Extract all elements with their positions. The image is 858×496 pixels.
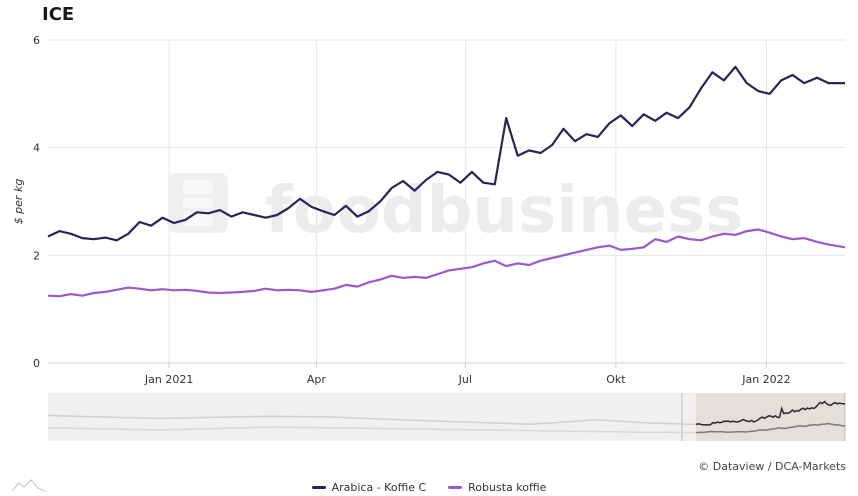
x-tick-label: Jan 2022 bbox=[741, 373, 790, 386]
legend-swatch-robusta bbox=[448, 486, 463, 489]
x-tick-label: Apr bbox=[307, 373, 327, 386]
navigator-series bbox=[47, 400, 846, 434]
navigator-line-arabica-history bbox=[47, 414, 697, 426]
x-tick-label: Jul bbox=[458, 373, 472, 386]
credits-text[interactable]: © Dataview / DCA-Markets bbox=[698, 460, 846, 473]
navigator-line-robusta bbox=[695, 422, 846, 434]
legend-swatch-arabica bbox=[311, 486, 326, 489]
y-tick-label: 6 bbox=[33, 34, 40, 47]
y-tick-label: 2 bbox=[33, 249, 40, 262]
y-axis-ticks: 0 2 4 6 bbox=[33, 34, 40, 370]
chart-title: ICE bbox=[42, 4, 75, 25]
navigator-selected-range[interactable] bbox=[696, 393, 845, 441]
x-tick-label: Jan 2021 bbox=[144, 373, 193, 386]
y-tick-label: 4 bbox=[33, 142, 40, 155]
x-tick-label: Okt bbox=[606, 373, 626, 386]
legend-label-arabica: Arabica - Koffie C bbox=[331, 481, 427, 494]
watermark-logo bbox=[168, 173, 228, 233]
y-axis-label: $ per kg bbox=[12, 179, 25, 225]
navigator-line-arabica bbox=[695, 400, 845, 426]
series-lines bbox=[47, 65, 846, 298]
series-line-arabica[interactable] bbox=[47, 65, 845, 242]
x-axis-ticks: Jan 2021 Apr Jul Okt Jan 2022 bbox=[144, 363, 791, 386]
legend-label-robusta: Robusta koffie bbox=[468, 481, 547, 494]
legend-item-arabica[interactable]: Arabica - Koffie C bbox=[311, 481, 427, 494]
legend-item-robusta[interactable]: Robusta koffie bbox=[448, 481, 546, 494]
navigator-line-robusta-history bbox=[47, 426, 697, 434]
legend: Arabica - Koffie C Robusta koffie bbox=[0, 481, 858, 494]
series-line-robusta[interactable] bbox=[47, 228, 846, 298]
range-navigator[interactable] bbox=[47, 393, 846, 441]
watermark-text: foodbusiness bbox=[265, 174, 743, 248]
y-tick-label: 0 bbox=[33, 357, 40, 370]
